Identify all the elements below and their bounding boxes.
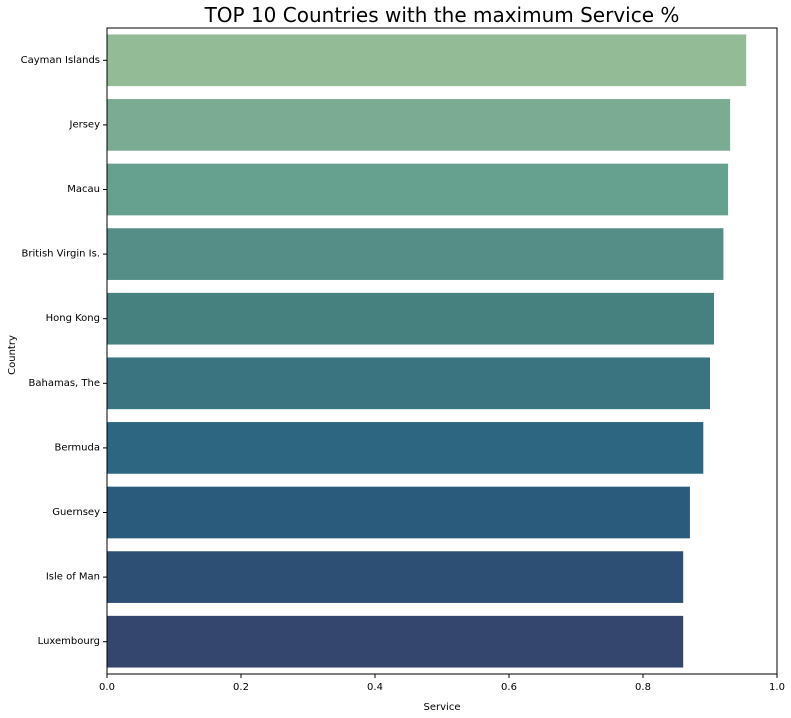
x-axis-label: Service xyxy=(424,702,461,713)
y-tick-label: Luxembourg xyxy=(38,636,100,647)
bars-group xyxy=(107,34,747,668)
bar xyxy=(107,292,715,345)
x-tick-label: 0.8 xyxy=(635,682,651,693)
chart-title: TOP 10 Countries with the maximum Servic… xyxy=(204,3,680,27)
y-axis-ticks: Cayman Islands Jersey Macau British Virgin … xyxy=(21,55,107,647)
bar xyxy=(107,99,731,151)
y-tick-label: Bahamas, The xyxy=(29,378,101,389)
bar xyxy=(107,228,724,280)
bar xyxy=(107,551,684,603)
x-tick-label: 0.2 xyxy=(233,682,249,693)
bar xyxy=(107,486,690,539)
y-tick-label: Macau xyxy=(67,184,100,195)
y-tick-label: Cayman Islands xyxy=(21,55,100,66)
bar xyxy=(107,357,710,410)
x-tick-label: 0.0 xyxy=(99,682,115,693)
x-tick-label: 0.6 xyxy=(501,682,517,693)
x-tick-label: 1.0 xyxy=(769,682,785,693)
plot-frame xyxy=(106,27,778,675)
bar xyxy=(107,422,704,474)
bar xyxy=(107,34,747,87)
y-axis-label: Country xyxy=(7,335,18,375)
y-tick-label: Bermuda xyxy=(54,442,100,453)
bar xyxy=(107,615,684,668)
y-tick-label: Hong Kong xyxy=(46,313,100,324)
y-tick-label: British Virgin Is. xyxy=(22,249,101,260)
y-tick-label: Isle of Man xyxy=(46,572,100,583)
x-tick-label: 0.4 xyxy=(367,682,383,693)
bar xyxy=(107,163,729,216)
x-axis-ticks: 0.0 0.2 0.4 0.6 0.8 1.0 xyxy=(99,674,785,693)
y-tick-label: Jersey xyxy=(69,119,101,130)
y-tick-label: Guernsey xyxy=(52,507,100,518)
